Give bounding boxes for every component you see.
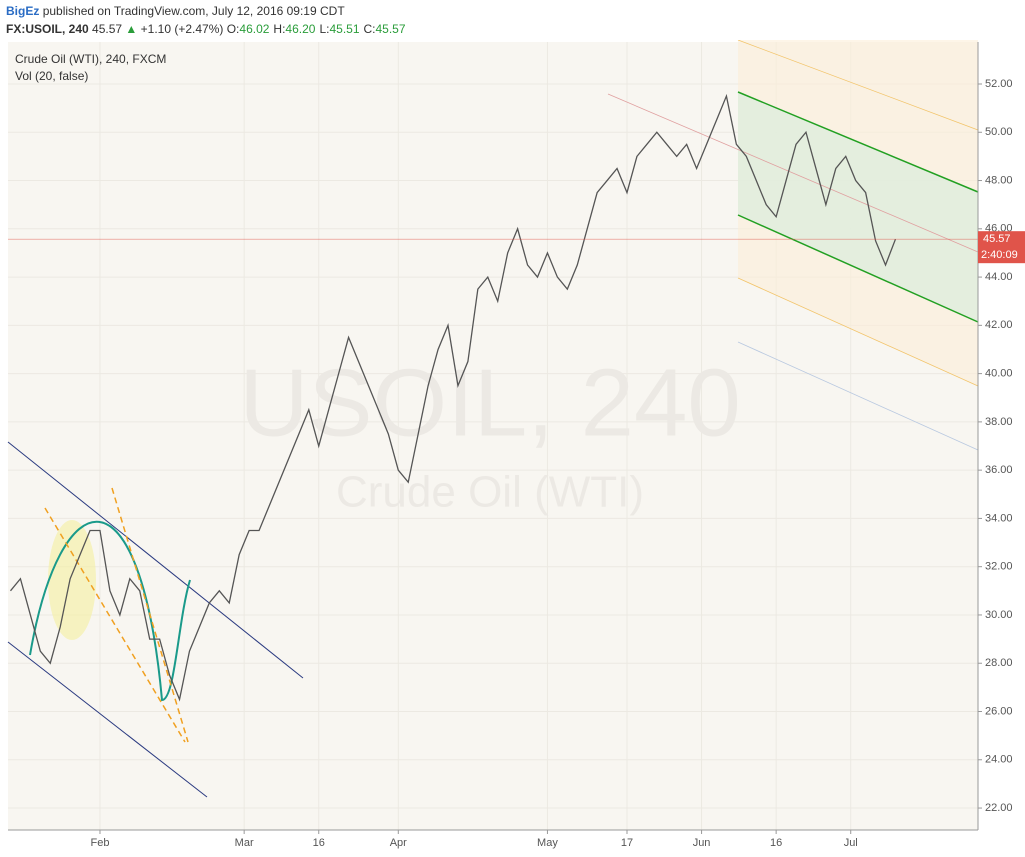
ohlc-value: 45.57 bbox=[375, 22, 406, 36]
x-tick-label: Jul bbox=[844, 837, 858, 849]
highlight bbox=[48, 520, 96, 640]
watermark: Crude Oil (WTI) bbox=[336, 468, 644, 517]
channel-line bbox=[737, 214, 979, 323]
y-tick-label: 34.00 bbox=[985, 512, 1013, 524]
symbol-line: FX:USOIL, 240 45.57 ▲ +1.10 (+2.47%) O:4… bbox=[6, 22, 410, 36]
channel-line bbox=[737, 91, 979, 193]
price-label: 45.57 bbox=[983, 233, 1011, 245]
change: +1.10 (+2.47%) bbox=[140, 22, 224, 36]
y-tick-label: 38.00 bbox=[985, 416, 1013, 428]
x-tick-label: Feb bbox=[90, 837, 109, 849]
author[interactable]: BigEz bbox=[6, 4, 40, 18]
ohlc: O:46.02 H:46.20 L:45.51 C:45.57 bbox=[227, 22, 410, 36]
band-line bbox=[737, 341, 979, 451]
curve bbox=[29, 520, 191, 702]
median-line bbox=[607, 93, 979, 253]
ohlc-label: O: bbox=[226, 22, 240, 36]
y-tick-label: 30.00 bbox=[985, 609, 1013, 621]
channel-fill bbox=[738, 92, 978, 322]
y-tick-label: 26.00 bbox=[985, 705, 1013, 717]
x-tick-label: Mar bbox=[235, 837, 254, 849]
y-tick-label: 36.00 bbox=[985, 464, 1013, 476]
symbol: FX:USOIL, 240 bbox=[6, 22, 89, 36]
band-line bbox=[737, 277, 979, 387]
ohlc-label: L: bbox=[319, 22, 330, 36]
chart-title: Crude Oil (WTI), 240, FXCM bbox=[15, 52, 166, 66]
price: 45.57 bbox=[92, 22, 123, 36]
y-tick-label: 28.00 bbox=[985, 657, 1013, 669]
ohlc-value: 46.02 bbox=[239, 22, 270, 36]
ohlc-label: H: bbox=[273, 22, 286, 36]
ohlc-label: C: bbox=[363, 22, 376, 36]
chart: USOIL, 240 Crude Oil (WTI) Crude Oil (WT… bbox=[7, 40, 1025, 849]
x-tick-label: 16 bbox=[313, 837, 325, 849]
y-tick-label: 22.00 bbox=[985, 802, 1013, 814]
ohlc-value: 45.51 bbox=[329, 22, 360, 36]
y-tick-label: 44.00 bbox=[985, 271, 1013, 283]
countdown: 2:40:09 bbox=[981, 249, 1018, 261]
up-arrow: ▲ bbox=[125, 22, 138, 36]
y-tick-label: 24.00 bbox=[985, 754, 1013, 766]
y-tick-label: 32.00 bbox=[985, 561, 1013, 573]
price-box bbox=[978, 231, 1025, 264]
x-tick-label: Jun bbox=[693, 837, 711, 849]
price-line bbox=[9, 93, 897, 702]
x-tick-label: Apr bbox=[390, 837, 407, 849]
y-tick-label: 50.00 bbox=[985, 126, 1013, 138]
x-tick-label: 17 bbox=[621, 837, 633, 849]
dashed-line bbox=[111, 487, 189, 743]
dashed-line bbox=[44, 507, 186, 743]
subtitle: Vol (20, false) bbox=[15, 69, 88, 83]
header-line: BigEz published on TradingView.com, July… bbox=[6, 4, 345, 18]
y-tick-label: 52.00 bbox=[985, 78, 1013, 90]
x-tick-label: 16 bbox=[770, 837, 782, 849]
ohlc-value: 46.20 bbox=[285, 22, 316, 36]
trend-line bbox=[7, 441, 304, 679]
trend-line bbox=[7, 641, 208, 798]
x-tick-label: May bbox=[537, 837, 558, 849]
y-tick-label: 42.00 bbox=[985, 319, 1013, 331]
y-tick-label: 48.00 bbox=[985, 174, 1013, 186]
watermark: USOIL, 240 bbox=[239, 349, 741, 456]
published: published on TradingView.com, July 12, 2… bbox=[42, 4, 345, 18]
y-tick-label: 40.00 bbox=[985, 368, 1013, 380]
band-line bbox=[737, 40, 979, 131]
